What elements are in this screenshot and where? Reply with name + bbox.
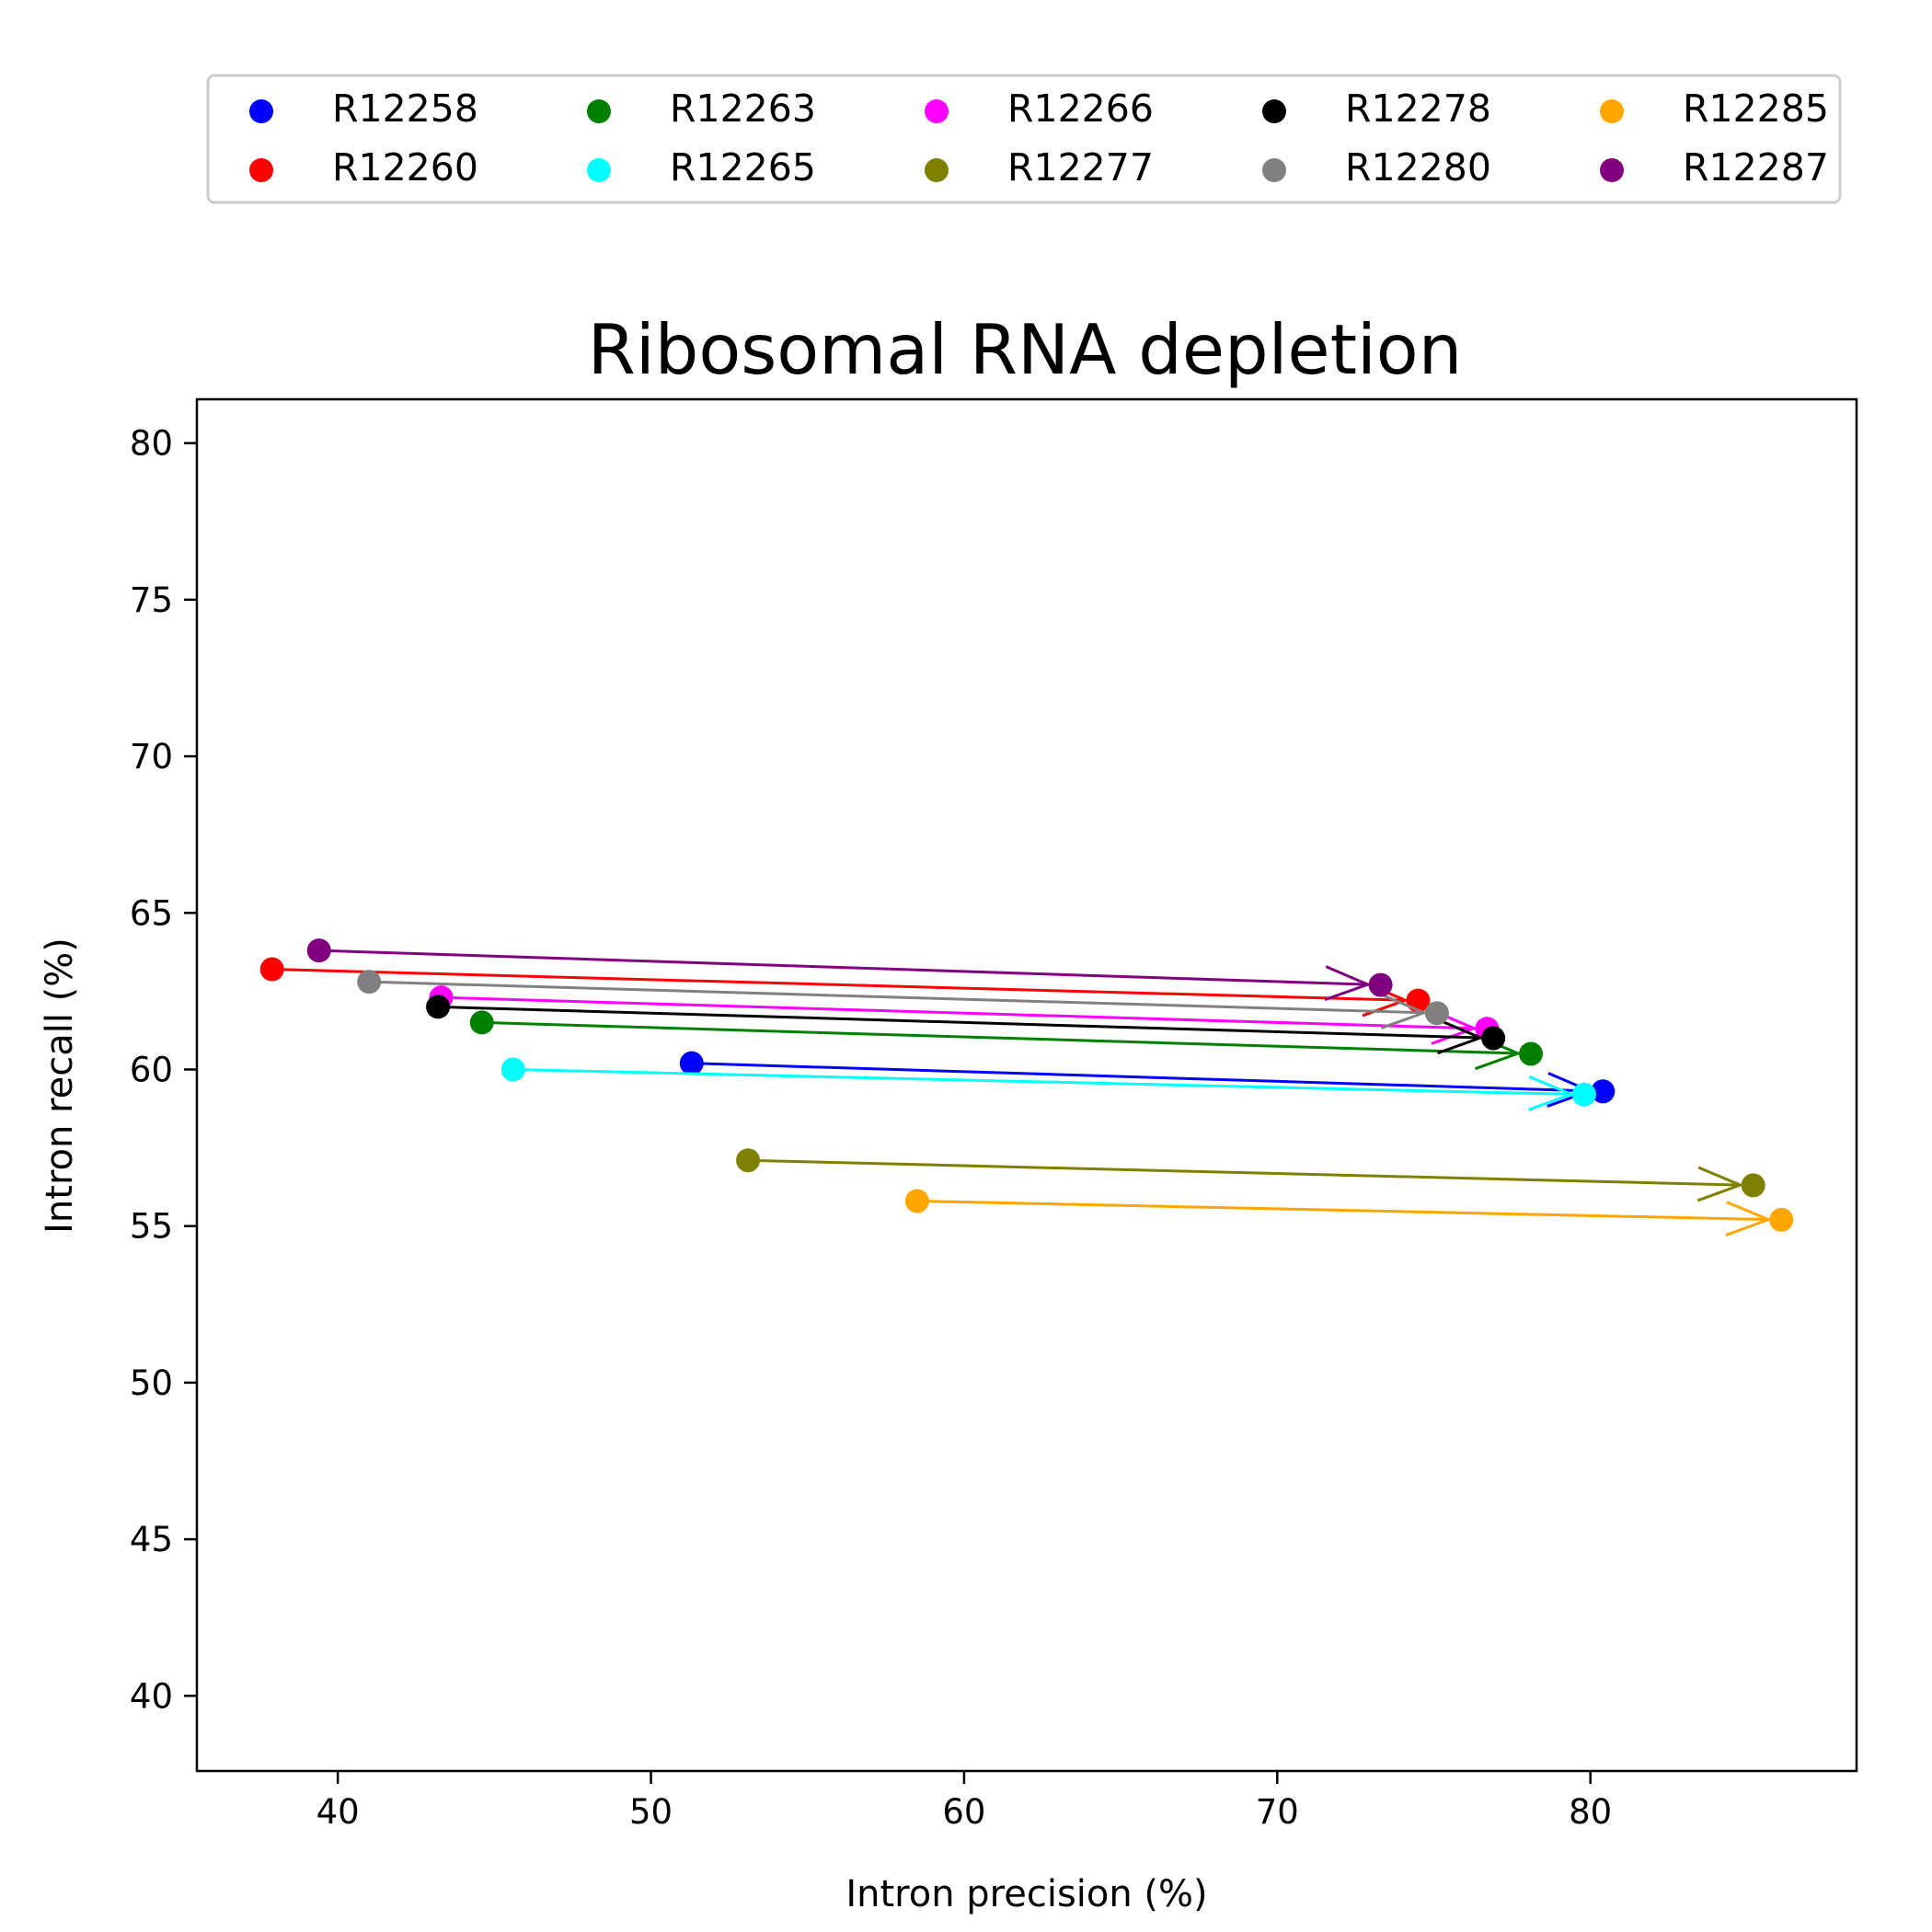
legend-entry: R12265	[587, 145, 816, 190]
y-tick-label: 45	[130, 1520, 173, 1559]
arrow-head	[1324, 965, 1372, 1002]
chart-title: Ribosomal RNA depletion	[588, 309, 1462, 390]
series-R12263	[469, 1010, 1544, 1071]
x-axis-ticks: 40 50 60 70 80	[316, 1771, 1612, 1832]
legend-entry: R12258	[249, 86, 478, 131]
point-end	[1368, 972, 1393, 997]
arrow-head	[1380, 994, 1429, 1029]
arrow-shaft	[748, 1158, 1741, 1187]
legend-label: R12285	[1683, 86, 1829, 131]
x-tick-label: 60	[942, 1792, 985, 1832]
legend-label: R12277	[1007, 145, 1154, 190]
legend-marker	[1600, 158, 1624, 182]
arrow-shaft	[271, 968, 1406, 1002]
x-tick-label: 70	[1256, 1792, 1299, 1832]
legend-marker	[1600, 99, 1624, 123]
series-R12287	[306, 938, 1393, 1002]
legend-marker	[587, 158, 611, 182]
legend-marker	[1262, 99, 1286, 123]
y-axis-label: Intron recall (%)	[39, 937, 81, 1234]
arrow-shaft	[916, 1199, 1769, 1222]
plot-frame	[195, 397, 1858, 1773]
y-tick-label: 50	[130, 1363, 173, 1403]
point-end	[1741, 1173, 1765, 1198]
y-tick-label: 40	[130, 1676, 173, 1716]
legend-label: R12266	[1007, 86, 1154, 131]
point-end	[1769, 1207, 1794, 1232]
y-axis-ticks: 40 45 50 55 60 65 70 75 80	[130, 424, 197, 1716]
y-tick-label: 70	[130, 737, 173, 776]
arrow-head	[1527, 1075, 1575, 1111]
legend: R12258 R12260 R12263 R12265 R12266 R12277 R122…	[206, 74, 1842, 204]
legend-items: R12258 R12260 R12263 R12265 R12266 R12277 R122…	[249, 86, 1829, 190]
arrow-shaft	[318, 949, 1368, 986]
legend-entry: R12277	[925, 145, 1154, 190]
arrow-head	[1725, 1201, 1773, 1236]
legend-entry: R12278	[1262, 86, 1491, 131]
legend-label: R12258	[332, 86, 478, 131]
y-tick-label: 75	[130, 581, 173, 620]
arrow-shaft	[691, 1062, 1591, 1093]
legend-frame	[206, 74, 1842, 204]
arrow-shaft	[369, 980, 1424, 1015]
legend-label: R12260	[332, 145, 478, 190]
series-R12258	[679, 1051, 1616, 1108]
point-end	[1481, 1026, 1506, 1051]
arrow-shaft	[481, 1020, 1519, 1055]
series-R12265	[500, 1057, 1596, 1111]
legend-marker	[925, 158, 949, 182]
legend-entry: R12260	[249, 145, 478, 190]
point-end	[1571, 1082, 1596, 1107]
series-R12260	[259, 957, 1431, 1018]
point-end	[1424, 1001, 1449, 1026]
x-tick-label: 80	[1569, 1792, 1612, 1832]
y-tick-label: 65	[130, 893, 173, 933]
legend-marker	[249, 99, 273, 123]
arrow-shaft	[441, 995, 1475, 1030]
point-end	[1519, 1041, 1544, 1066]
y-tick-label: 60	[130, 1050, 173, 1089]
data-marks	[259, 938, 1794, 1236]
arrow-head	[1437, 1018, 1485, 1055]
legend-label: R12280	[1345, 145, 1491, 190]
y-tick-label: 55	[130, 1207, 173, 1247]
legend-label: R12263	[670, 86, 816, 131]
legend-label: R12287	[1683, 145, 1829, 190]
y-tick-label: 80	[130, 424, 173, 464]
series-R12277	[736, 1148, 1765, 1202]
series-R12278	[426, 995, 1506, 1055]
legend-entry: R12280	[1262, 145, 1491, 190]
series-R12285	[904, 1189, 1794, 1236]
point-end	[1591, 1079, 1616, 1104]
legend-marker	[1262, 158, 1286, 182]
legend-marker	[587, 99, 611, 123]
legend-marker	[249, 158, 273, 182]
arrow-head	[1696, 1166, 1744, 1202]
legend-entry: R12266	[925, 86, 1154, 131]
x-tick-label: 50	[629, 1792, 673, 1832]
legend-entry: R12263	[587, 86, 816, 131]
legend-marker	[925, 99, 949, 123]
legend-entry: R12287	[1600, 145, 1829, 190]
plot-area: 40 45 50 55 60 65 70 75 80 40 50 60 70 80	[130, 397, 1858, 1832]
series-R12280	[357, 970, 1449, 1029]
x-axis-label: Intron precision (%)	[845, 1873, 1207, 1915]
arrow-shaft	[512, 1067, 1571, 1096]
x-tick-label: 40	[316, 1792, 360, 1832]
legend-entry: R12285	[1600, 86, 1829, 131]
arrow-shaft	[438, 1005, 1481, 1040]
legend-label: R12265	[670, 145, 816, 190]
legend-label: R12278	[1345, 86, 1491, 131]
